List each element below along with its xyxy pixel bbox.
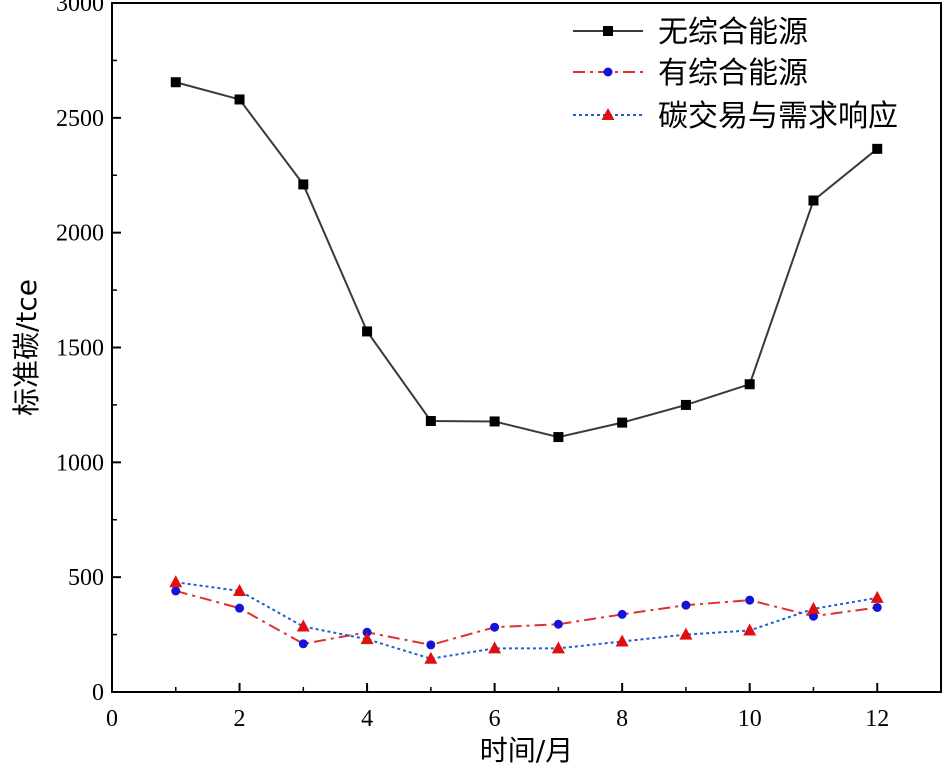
y-tick-label: 2500 [56, 106, 104, 132]
series-1 [170, 77, 883, 443]
data-point [425, 415, 436, 426]
data-point [360, 632, 374, 645]
data-point [681, 600, 691, 610]
data-point [169, 575, 183, 588]
data-point [808, 611, 818, 621]
legend-label: 碳交易与需求响应 [658, 99, 898, 134]
x-tick-label: 4 [361, 706, 373, 732]
data-point [296, 619, 310, 632]
data-point [424, 651, 438, 664]
data-point [426, 640, 436, 650]
data-point [617, 417, 628, 428]
x-tick-label: 2 [234, 706, 246, 732]
data-point [615, 634, 629, 647]
x-tick-label: 12 [865, 706, 889, 732]
data-point [870, 590, 884, 603]
y-tick-label: 1000 [56, 450, 104, 476]
legend-label: 无综合能源 [658, 15, 808, 50]
legend-label: 有综合能源 [658, 56, 808, 91]
data-point [488, 641, 502, 654]
series-line [175, 589, 878, 646]
data-point [872, 602, 882, 612]
y-tick-label: 3000 [56, 0, 104, 17]
x-tick-label: 0 [106, 706, 118, 732]
data-point [617, 609, 627, 619]
data-point [233, 583, 247, 596]
series-line [175, 581, 878, 660]
legend-marker [601, 108, 615, 120]
data-point [806, 601, 820, 614]
y-axis-title: 标准碳/tce [10, 279, 43, 416]
x-tick-label: 6 [489, 706, 501, 732]
x-axis-title: 时间/月 [480, 734, 573, 767]
data-point [298, 179, 309, 190]
data-point [171, 586, 181, 596]
series-line [175, 81, 878, 439]
y-tick-label: 0 [92, 680, 104, 706]
data-point [553, 619, 563, 629]
y-tick-label: 1500 [56, 336, 104, 362]
data-point [745, 595, 755, 605]
y-tick-label: 500 [68, 565, 104, 591]
data-point [234, 94, 245, 105]
data-point [235, 603, 245, 613]
data-point [362, 326, 373, 337]
data-point [744, 379, 755, 390]
data-point [872, 143, 883, 154]
data-point [490, 622, 500, 632]
series-3 [169, 575, 884, 664]
legend-marker [603, 26, 613, 36]
x-axis: 0 2 4 6 8 10 12 [106, 683, 889, 732]
series-layer [169, 77, 884, 664]
data-point [680, 399, 691, 410]
data-point [551, 641, 565, 654]
legend-marker [603, 67, 613, 77]
x-tick-label: 8 [616, 706, 628, 732]
data-point [298, 639, 308, 649]
data-point [679, 627, 693, 640]
data-point [170, 77, 181, 88]
x-tick-label: 10 [738, 706, 762, 732]
data-point [489, 416, 500, 427]
data-point [808, 195, 819, 206]
y-axis: 0 500 1000 1500 2000 2500 3000 [56, 0, 121, 706]
series-2 [171, 586, 882, 650]
y-tick-label: 2000 [56, 221, 104, 247]
data-point [743, 623, 757, 636]
data-point [553, 432, 564, 443]
